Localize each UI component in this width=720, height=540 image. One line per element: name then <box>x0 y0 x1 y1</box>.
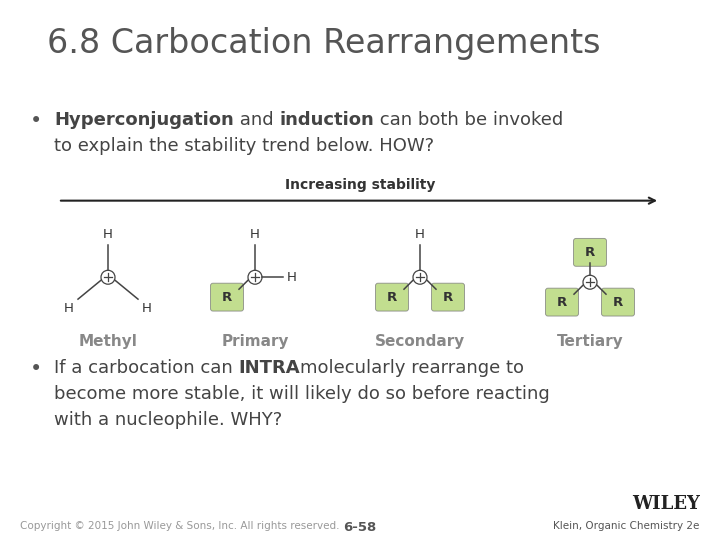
Text: H: H <box>287 271 297 284</box>
Text: with a nucleophile. WHY?: with a nucleophile. WHY? <box>54 411 282 429</box>
Text: H: H <box>250 228 260 241</box>
FancyBboxPatch shape <box>574 239 606 266</box>
Text: Methyl: Methyl <box>78 334 138 349</box>
Text: Hyperconjugation: Hyperconjugation <box>54 111 234 129</box>
Text: R: R <box>222 291 232 303</box>
Text: induction: induction <box>279 111 374 129</box>
Text: R: R <box>557 295 567 309</box>
Text: R: R <box>613 295 623 309</box>
Text: and: and <box>234 111 279 129</box>
Text: R: R <box>585 246 595 259</box>
Text: INTRA: INTRA <box>238 359 300 377</box>
FancyBboxPatch shape <box>601 288 634 316</box>
Text: 6-58: 6-58 <box>343 521 377 534</box>
Text: can both be invoked: can both be invoked <box>374 111 563 129</box>
FancyBboxPatch shape <box>546 288 578 316</box>
Text: Secondary: Secondary <box>375 334 465 349</box>
Text: Tertiary: Tertiary <box>557 334 624 349</box>
Text: •: • <box>30 111 42 131</box>
Text: WILEY: WILEY <box>632 495 700 513</box>
Text: H: H <box>64 302 74 315</box>
Text: R: R <box>443 291 453 303</box>
Text: H: H <box>103 228 113 241</box>
Text: 6.8 Carbocation Rearrangements: 6.8 Carbocation Rearrangements <box>47 27 600 60</box>
Text: •: • <box>30 359 42 379</box>
FancyBboxPatch shape <box>431 283 464 311</box>
Text: Primary: Primary <box>221 334 289 349</box>
Text: H: H <box>415 228 425 241</box>
FancyBboxPatch shape <box>376 283 408 311</box>
Text: H: H <box>142 302 152 315</box>
Text: to explain the stability trend below. HOW?: to explain the stability trend below. HO… <box>54 137 434 154</box>
Text: Klein, Organic Chemistry 2e: Klein, Organic Chemistry 2e <box>554 521 700 531</box>
FancyBboxPatch shape <box>210 283 243 311</box>
Text: If a carbocation can: If a carbocation can <box>54 359 238 377</box>
Text: become more stable, it will likely do so before reacting: become more stable, it will likely do so… <box>54 385 550 403</box>
Text: Copyright © 2015 John Wiley & Sons, Inc. All rights reserved.: Copyright © 2015 John Wiley & Sons, Inc.… <box>20 521 340 531</box>
Text: molecularly rearrange to: molecularly rearrange to <box>300 359 524 377</box>
Text: Increasing stability: Increasing stability <box>285 178 435 192</box>
Text: R: R <box>387 291 397 303</box>
